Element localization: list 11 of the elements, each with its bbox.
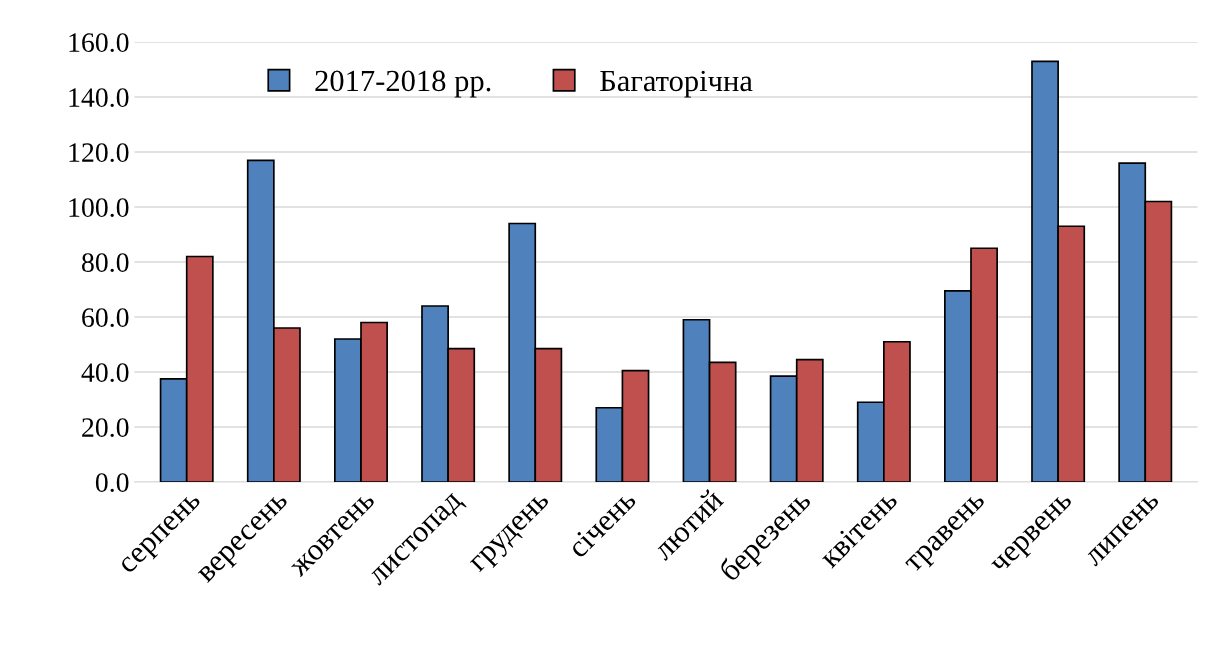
- y-tick-label: 140.0: [69, 88, 129, 108]
- y-tick-label: 20.0: [82, 418, 129, 438]
- legend-label: Багаторічна: [600, 70, 753, 98]
- y-tick-label: 80.0: [82, 253, 129, 273]
- y-tick-label: 120.0: [69, 143, 129, 163]
- y-tick-label: 100.0: [69, 198, 129, 218]
- y-tick-label: 60.0: [82, 308, 129, 328]
- legend-label: 2017-2018 рр.: [315, 70, 491, 98]
- y-tick-label: 160.0: [69, 33, 129, 53]
- y-tick-label: 0.0: [95, 473, 129, 493]
- y-tick-label: 40.0: [81, 363, 129, 383]
